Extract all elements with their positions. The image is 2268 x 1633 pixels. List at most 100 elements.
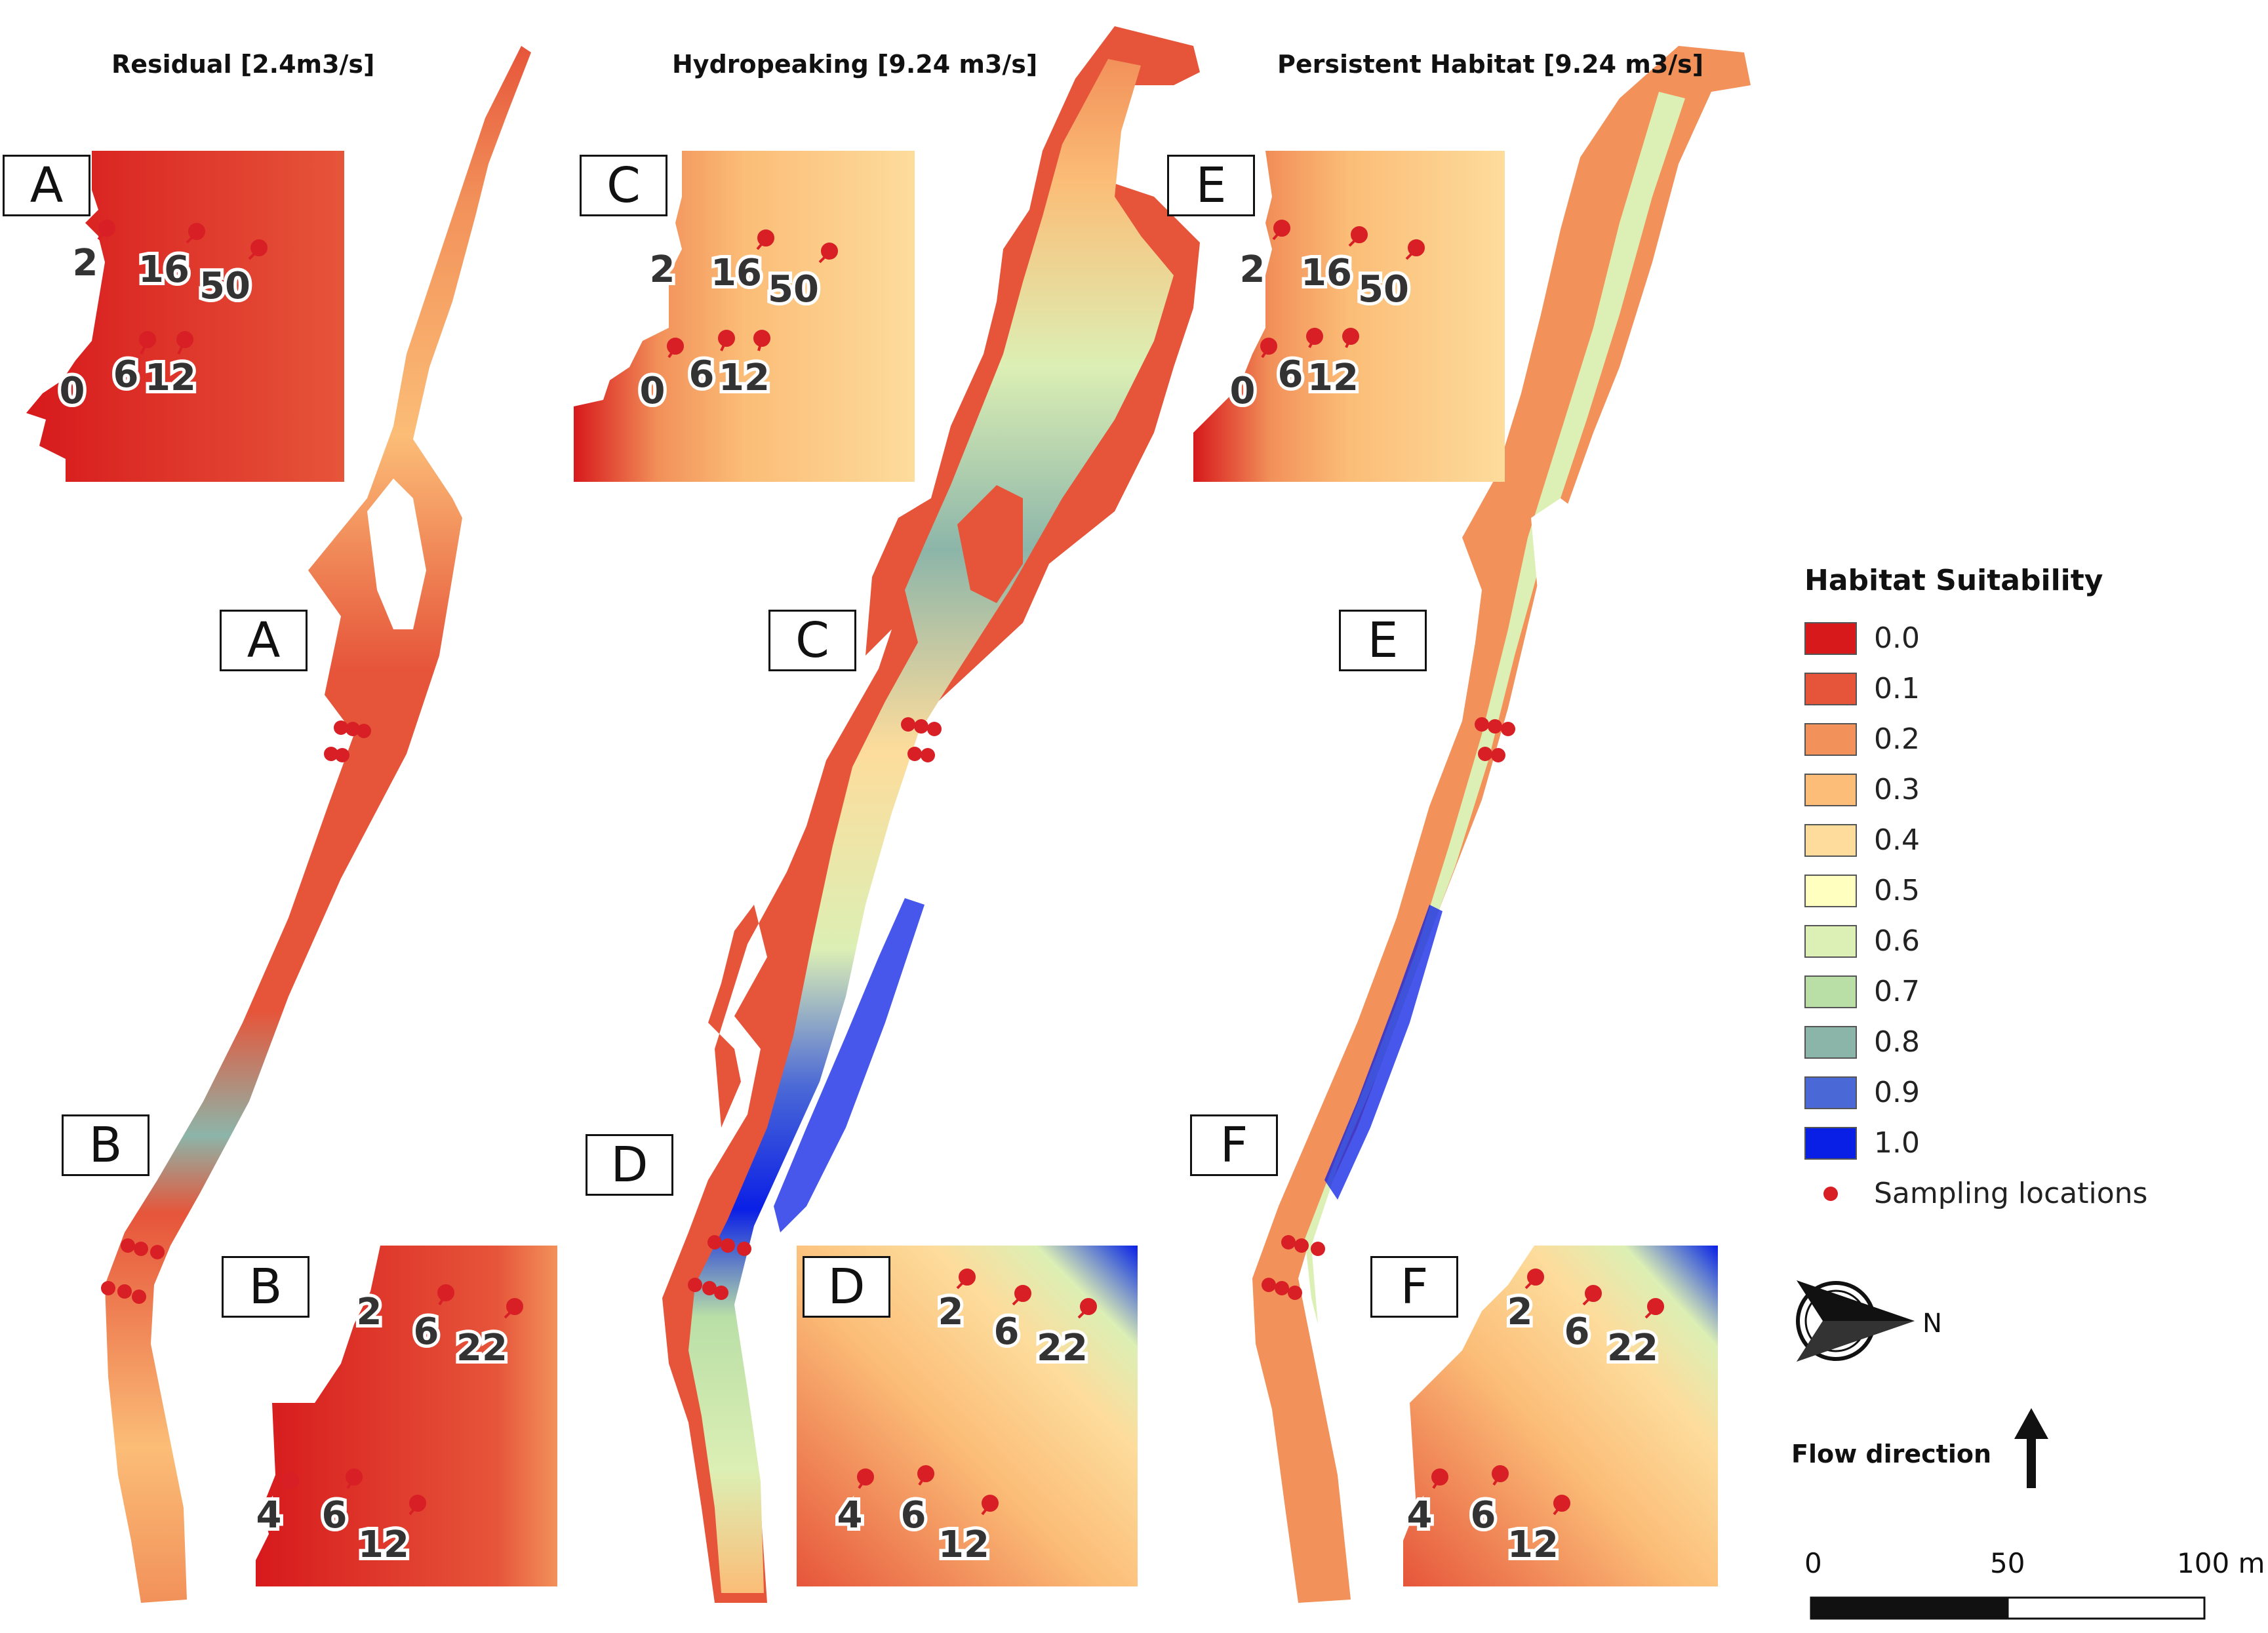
inset-label-d: D <box>803 1256 890 1318</box>
inset-a-num-0: 0 <box>60 370 85 412</box>
legend-swatch <box>1804 1076 1857 1109</box>
inset-e-num-50: 50 <box>1358 268 1409 311</box>
inset-f-num-2: 2 <box>1507 1291 1533 1333</box>
map-label-a: A <box>220 610 308 671</box>
legend-label: 0.1 <box>1874 672 1920 705</box>
map-label-e: E <box>1339 610 1427 671</box>
inset-c-num-6: 6 <box>689 353 715 396</box>
inset-b-num-2: 2 <box>357 1291 382 1333</box>
sampling-dots <box>101 717 1515 1304</box>
legend-label: 0.2 <box>1874 722 1920 756</box>
sampling-dot-icon <box>1804 1177 1857 1210</box>
legend-swatch <box>1804 874 1857 907</box>
persistent-river <box>1252 46 1751 1603</box>
inset-c-num-0: 0 <box>640 370 666 412</box>
legend-label: 0.8 <box>1874 1025 1920 1059</box>
inset-e-num-0: 0 <box>1230 370 1256 412</box>
inset-label-e: E <box>1167 155 1255 216</box>
inset-f-num-4: 4 <box>1407 1494 1433 1537</box>
legend: Habitat Suitability 0.0 0.1 0.2 0.3 0.4 0.5 0.… <box>1804 564 2147 1219</box>
legend-item: 0.3 <box>1804 764 2147 815</box>
map-label-b: B <box>62 1114 149 1176</box>
inset-b-num-22: 22 <box>456 1327 507 1369</box>
scale-label-50: 50 <box>1990 1547 2025 1579</box>
legend-swatch <box>1804 975 1857 1008</box>
inset-label-f: F <box>1370 1256 1458 1318</box>
inset-f-num-22: 22 <box>1607 1327 1658 1369</box>
inset-b-num-4: 4 <box>256 1494 282 1537</box>
inset-e-num-6: 6 <box>1278 353 1303 396</box>
legend-item: 0.4 <box>1804 815 2147 865</box>
legend-item: 1.0 <box>1804 1118 2147 1168</box>
inset-d-num-12: 12 <box>938 1524 989 1566</box>
map-label-d: D <box>586 1134 673 1196</box>
residual-river <box>105 46 531 1603</box>
legend-swatch <box>1804 1025 1857 1059</box>
legend-item: 0.7 <box>1804 966 2147 1017</box>
inset-C <box>574 151 915 482</box>
inset-a-num-16: 16 <box>138 248 189 291</box>
inset-label-c: C <box>580 155 667 216</box>
legend-item: 0.9 <box>1804 1067 2147 1118</box>
legend-swatch <box>1804 773 1857 806</box>
inset-c-num-50: 50 <box>768 268 819 311</box>
inset-e-num-16: 16 <box>1301 252 1352 294</box>
inset-E <box>1193 151 1505 482</box>
legend-item: 0.1 <box>1804 663 2147 714</box>
legend-item: 0.0 <box>1804 613 2147 663</box>
north-arrow-icon <box>1796 1280 1915 1362</box>
hydropeaking-river <box>662 26 1200 1603</box>
legend-label: 0.4 <box>1874 823 1920 857</box>
inset-pins <box>97 220 1664 1516</box>
inset-c-num-16: 16 <box>711 252 762 294</box>
legend-item-sampling: Sampling locations <box>1804 1168 2147 1219</box>
inset-c-num-12: 12 <box>719 357 770 399</box>
flow-direction-arrow-icon <box>2014 1408 2048 1488</box>
scale-label-100: 100 m <box>2177 1547 2265 1579</box>
inset-label-b: B <box>222 1256 309 1318</box>
legend-swatch <box>1804 823 1857 857</box>
inset-f-num-6: 6 <box>1564 1310 1590 1353</box>
flow-direction-label: Flow direction <box>1791 1440 1992 1468</box>
inset-a-num-50: 50 <box>199 265 250 307</box>
legend-swatch <box>1804 1126 1857 1160</box>
inset-e-num-2: 2 <box>1240 248 1265 291</box>
inset-a-num-12: 12 <box>145 357 196 399</box>
legend-label: 0.5 <box>1874 874 1920 907</box>
map-label-f: F <box>1190 1114 1278 1176</box>
panel-title-persistent: Persistent Habitat [9.24 m3/s] <box>1277 50 1704 79</box>
legend-item: 0.5 <box>1804 865 2147 916</box>
inset-b-num-6b: 6 <box>322 1494 348 1537</box>
legend-label: 0.7 <box>1874 975 1920 1008</box>
legend-label: 1.0 <box>1874 1126 1920 1160</box>
legend-swatch <box>1804 621 1857 655</box>
legend-item: 0.6 <box>1804 916 2147 966</box>
inset-a-num-2: 2 <box>73 242 98 285</box>
legend-label: 0.9 <box>1874 1076 1920 1109</box>
inset-d-num-4: 4 <box>837 1494 863 1537</box>
legend-sampling-label: Sampling locations <box>1874 1177 2148 1210</box>
legend-swatch <box>1804 672 1857 705</box>
inset-f-num-6b: 6 <box>1471 1494 1496 1537</box>
legend-label: 0.6 <box>1874 924 1920 958</box>
inset-d-num-6b: 6 <box>901 1494 926 1537</box>
inset-B <box>256 1246 557 1586</box>
panel-title-residual: Residual [2.4m3/s] <box>111 50 375 79</box>
inset-c-num-2: 2 <box>650 248 675 291</box>
legend-swatch <box>1804 924 1857 958</box>
scale-bar <box>1810 1596 2206 1620</box>
inset-b-num-6: 6 <box>414 1310 439 1353</box>
inset-d-num-22: 22 <box>1037 1327 1088 1369</box>
north-label: N <box>1922 1308 1942 1339</box>
inset-D <box>797 1246 1138 1586</box>
legend-title: Habitat Suitability <box>1804 564 2103 597</box>
panel-title-hydropeaking: Hydropeaking [9.24 m3/s] <box>672 50 1038 79</box>
inset-b-num-12: 12 <box>358 1524 409 1566</box>
map-label-c: C <box>768 610 856 671</box>
legend-item: 0.8 <box>1804 1017 2147 1067</box>
legend-swatch <box>1804 722 1857 756</box>
inset-a-num-6: 6 <box>113 353 139 396</box>
